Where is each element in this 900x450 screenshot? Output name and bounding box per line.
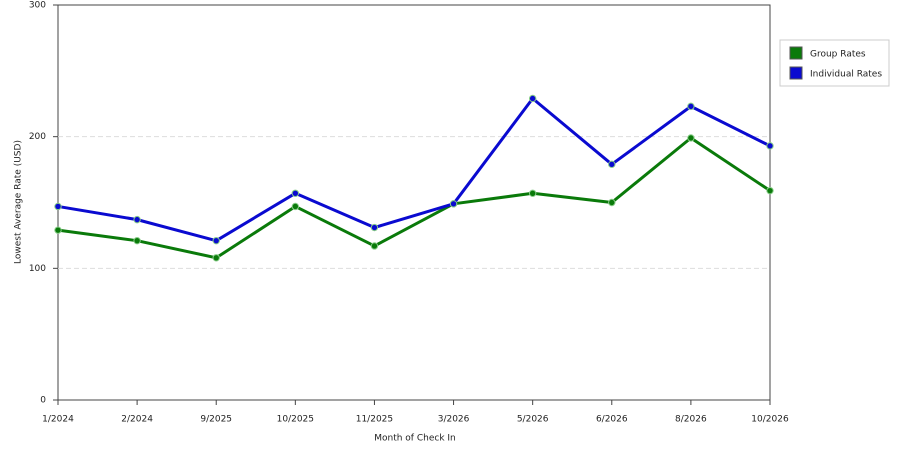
x-tick-label: 8/2026 — [675, 415, 707, 425]
point — [133, 215, 141, 224]
point — [54, 226, 62, 234]
y-tick-label: 300 — [29, 1, 46, 11]
point — [766, 186, 774, 195]
point — [291, 202, 300, 211]
plot-frame — [57, 4, 771, 401]
point — [370, 242, 379, 250]
x-tick-label: 11/2025 — [356, 415, 393, 425]
y-axis-label: Lowest Average Rate (USD) — [14, 140, 24, 264]
point — [291, 189, 300, 197]
series-line — [57, 136, 771, 260]
x-tick-label: 10/2026 — [751, 415, 789, 425]
x-tick-label: 2/2024 — [121, 415, 153, 425]
x-axis-label: Month of Check In — [374, 434, 456, 444]
x-tick-label: 6/2026 — [596, 415, 628, 425]
point — [608, 160, 616, 169]
point — [212, 236, 220, 245]
point — [766, 142, 774, 150]
y-tick-label: 200 — [29, 132, 46, 142]
point — [528, 189, 537, 197]
point — [370, 223, 379, 232]
point — [133, 236, 141, 245]
x-tick-label: 3/2026 — [438, 415, 470, 425]
x-tick-label: 10/2025 — [277, 415, 314, 425]
legend-label: Group Rates — [810, 50, 866, 60]
point — [608, 198, 616, 207]
x-tick-label: 5/2026 — [517, 415, 549, 425]
point — [687, 134, 695, 142]
point — [528, 94, 537, 103]
x-tick-label: 1/2024 — [42, 415, 74, 425]
point — [687, 102, 695, 111]
y-tick-label: 0 — [40, 396, 46, 406]
series-line — [57, 96, 771, 243]
x-tick-label: 9/2025 — [200, 415, 232, 425]
point — [449, 200, 458, 208]
legend-label: Individual Rates — [810, 70, 882, 80]
point — [212, 254, 220, 262]
legend-swatch — [789, 66, 803, 80]
point — [54, 202, 62, 211]
legend-swatch — [789, 46, 803, 60]
y-tick-label: 100 — [29, 264, 46, 274]
